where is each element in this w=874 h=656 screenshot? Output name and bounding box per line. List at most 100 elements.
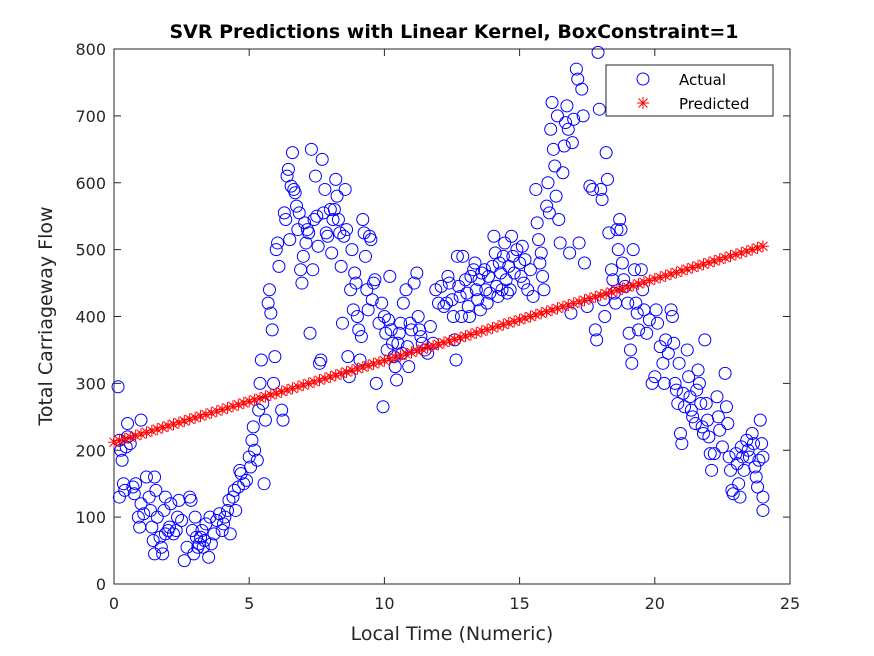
actual-point	[358, 249, 372, 263]
actual-point	[711, 410, 725, 424]
actual-point	[148, 470, 162, 484]
actual-point	[514, 269, 528, 283]
actual-point	[308, 169, 322, 183]
actual-point	[134, 413, 148, 427]
actual-point	[542, 206, 556, 220]
predicted-point	[172, 416, 185, 429]
actual-point	[346, 303, 360, 317]
actual-point	[390, 373, 404, 387]
actual-point	[171, 510, 185, 524]
actual-point	[618, 279, 632, 293]
actual-point	[698, 333, 712, 347]
actual-point	[256, 396, 270, 410]
chart-title: SVR Predictions with Linear Kernel, BoxC…	[170, 21, 739, 43]
predicted-point	[286, 382, 299, 395]
actual-point	[684, 403, 698, 417]
actual-point	[404, 323, 418, 337]
actual-point	[621, 296, 635, 310]
actual-point	[694, 396, 708, 410]
actual-point	[349, 276, 363, 290]
actual-point	[118, 483, 132, 497]
actual-point	[504, 229, 518, 243]
actual-point	[745, 427, 759, 441]
actual-point	[303, 326, 317, 340]
actual-point	[494, 266, 508, 280]
actual-point	[261, 296, 275, 310]
actual-point	[669, 383, 683, 397]
actual-point	[614, 223, 628, 237]
actual-point	[740, 433, 754, 447]
actual-point	[310, 209, 324, 223]
actual-point	[277, 206, 291, 220]
actual-point	[537, 283, 551, 297]
actual-point	[239, 473, 253, 487]
actual-point	[623, 343, 637, 357]
actual-point	[112, 490, 126, 504]
actual-point	[377, 310, 391, 323]
actual-point	[295, 276, 309, 290]
actual-point	[372, 316, 386, 330]
actual-point	[314, 353, 328, 367]
y-tick-label: 500	[75, 241, 106, 260]
actual-point	[749, 470, 763, 484]
actual-point	[599, 146, 613, 160]
actual-point	[395, 346, 409, 360]
actual-point	[552, 213, 566, 227]
y-tick-label: 100	[75, 508, 106, 527]
predicted-point	[692, 259, 705, 272]
predicted-point	[421, 341, 434, 354]
actual-point	[121, 417, 135, 430]
actual-point	[690, 383, 704, 397]
actual-point	[475, 266, 489, 280]
actual-point	[680, 343, 694, 357]
actual-point	[675, 437, 689, 451]
actual-point	[575, 82, 589, 96]
actual-point	[234, 467, 248, 481]
actual-point	[653, 340, 667, 354]
actual-point	[392, 326, 406, 340]
actual-point	[288, 186, 302, 200]
actual-point	[144, 503, 158, 517]
actual-point	[375, 296, 389, 310]
predicted-point	[448, 333, 461, 346]
actual-point	[283, 233, 297, 247]
actual-point	[129, 477, 143, 491]
actual-point	[325, 246, 339, 260]
predicted-point	[259, 390, 272, 403]
actual-point	[386, 336, 400, 350]
actual-point	[149, 483, 163, 497]
actual-point	[588, 323, 602, 337]
legend-actual-label: Actual	[679, 71, 726, 89]
actual-point	[334, 259, 348, 273]
actual-point	[592, 102, 606, 116]
actual-point	[630, 306, 644, 320]
y-tick-label: 0	[96, 575, 106, 594]
actual-point	[360, 283, 374, 297]
predicted-point	[529, 308, 542, 321]
actual-point	[345, 243, 359, 257]
predicted-point	[205, 406, 218, 419]
actual-point	[629, 296, 643, 310]
actual-point	[707, 447, 721, 461]
series-predicted	[108, 240, 769, 449]
actual-point	[472, 273, 486, 287]
actual-point	[210, 513, 224, 527]
actual-point	[352, 323, 366, 337]
predicted-point	[724, 250, 737, 263]
actual-point	[284, 179, 298, 193]
actual-point	[553, 236, 567, 250]
actual-point	[402, 360, 416, 374]
predicted-point	[124, 431, 137, 444]
actual-point	[695, 420, 709, 434]
actual-point	[340, 223, 354, 237]
actual-point	[648, 370, 662, 384]
actual-point	[188, 510, 202, 524]
actual-point	[381, 313, 395, 327]
actual-point	[166, 527, 180, 541]
x-tick-label: 15	[509, 594, 529, 613]
actual-point	[348, 266, 362, 280]
actual-point	[702, 430, 716, 444]
actual-point	[302, 226, 316, 240]
actual-point	[337, 229, 351, 243]
actual-point	[532, 233, 546, 247]
